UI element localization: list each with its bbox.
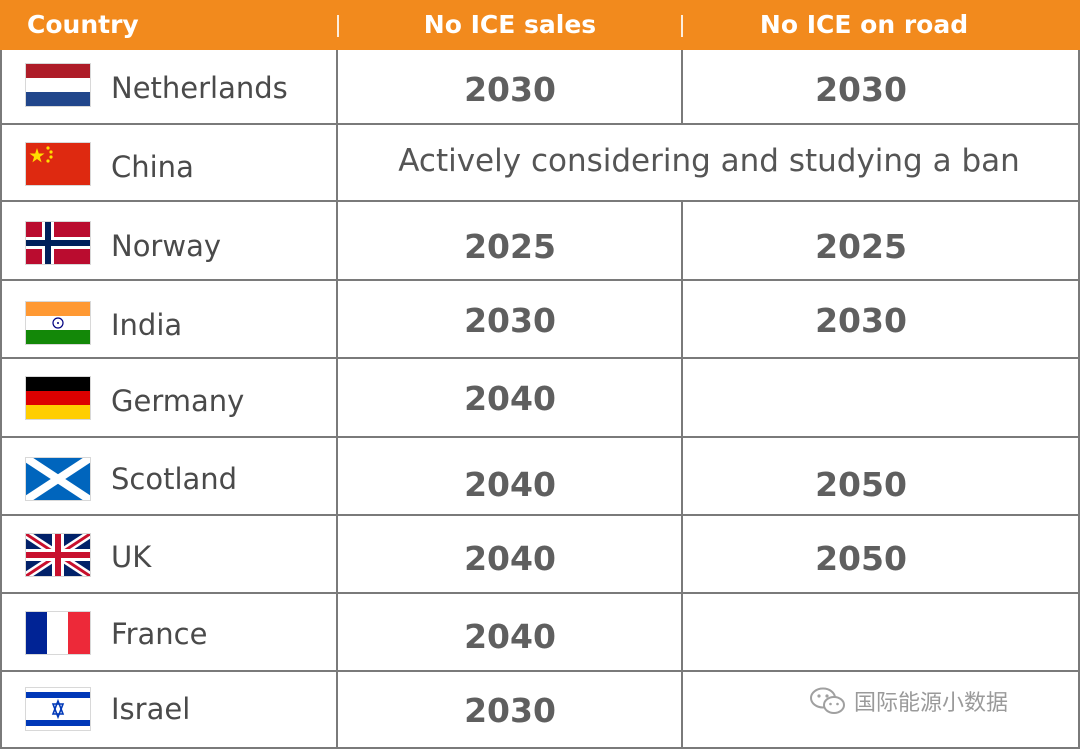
country-name: India	[111, 308, 183, 342]
grid-line	[1078, 50, 1080, 749]
grid-line	[681, 201, 683, 749]
no-ice-sales-value: 2025	[464, 227, 556, 266]
header-country: Country	[27, 10, 139, 39]
no-ice-on-road-value: 2030	[815, 301, 907, 340]
no-ice-on-road-value: 2025	[815, 227, 907, 266]
table-header: Country No ICE sales No ICE on road	[0, 0, 1080, 50]
grid-line	[0, 357, 1080, 359]
grid-line	[0, 200, 1080, 202]
header-separator	[681, 15, 683, 37]
country-name: UK	[111, 540, 152, 574]
no-ice-sales-value: 2030	[464, 301, 556, 340]
israel-flag-icon	[26, 688, 90, 730]
norway-flag-icon	[26, 222, 90, 264]
grid-line	[0, 592, 1080, 594]
grid-line	[336, 50, 338, 749]
country-name: Israel	[111, 692, 191, 726]
header-separator	[337, 15, 339, 37]
wechat-icon	[810, 687, 845, 714]
no-ice-sales-value: 2040	[464, 465, 556, 504]
no-ice-on-road-value: 2050	[815, 539, 907, 578]
no-ice-sales-value: 2040	[464, 539, 556, 578]
france-flag-icon	[26, 612, 90, 654]
india-flag-icon	[26, 302, 90, 344]
no-ice-sales-value: 2030	[464, 691, 556, 730]
country-name: China	[111, 150, 194, 184]
header-no-ice-on-road: No ICE on road	[759, 10, 969, 39]
china-flag-icon	[26, 143, 90, 185]
grid-line	[0, 279, 1080, 281]
grid-line	[0, 670, 1080, 672]
country-name: France	[111, 617, 208, 651]
country-name: Netherlands	[111, 71, 288, 105]
china-note: Actively considering and studying a ban	[398, 143, 1020, 179]
no-ice-on-road-value: 2050	[815, 465, 907, 504]
grid-line	[0, 747, 1080, 749]
netherlands-flag-icon	[26, 64, 90, 106]
watermark: 国际能源小数据	[808, 684, 1008, 718]
scotland-flag-icon	[26, 458, 90, 500]
grid-line	[0, 50, 2, 749]
grid-line	[0, 123, 1080, 125]
watermark-text: 国际能源小数据	[854, 691, 1009, 716]
grid-line	[0, 514, 1080, 516]
header-no-ice-sales: No ICE sales	[423, 10, 597, 39]
country-name: Scotland	[111, 462, 238, 496]
no-ice-sales-value: 2040	[464, 379, 556, 418]
uk-flag-icon	[26, 534, 90, 576]
no-ice-sales-value: 2040	[464, 617, 556, 656]
no-ice-on-road-value: 2030	[815, 70, 907, 109]
country-name: Norway	[111, 229, 222, 263]
country-name: Germany	[111, 384, 245, 418]
germany-flag-icon	[26, 377, 90, 419]
grid-line	[0, 436, 1080, 438]
no-ice-sales-value: 2030	[464, 70, 556, 109]
grid-line	[681, 50, 683, 124]
